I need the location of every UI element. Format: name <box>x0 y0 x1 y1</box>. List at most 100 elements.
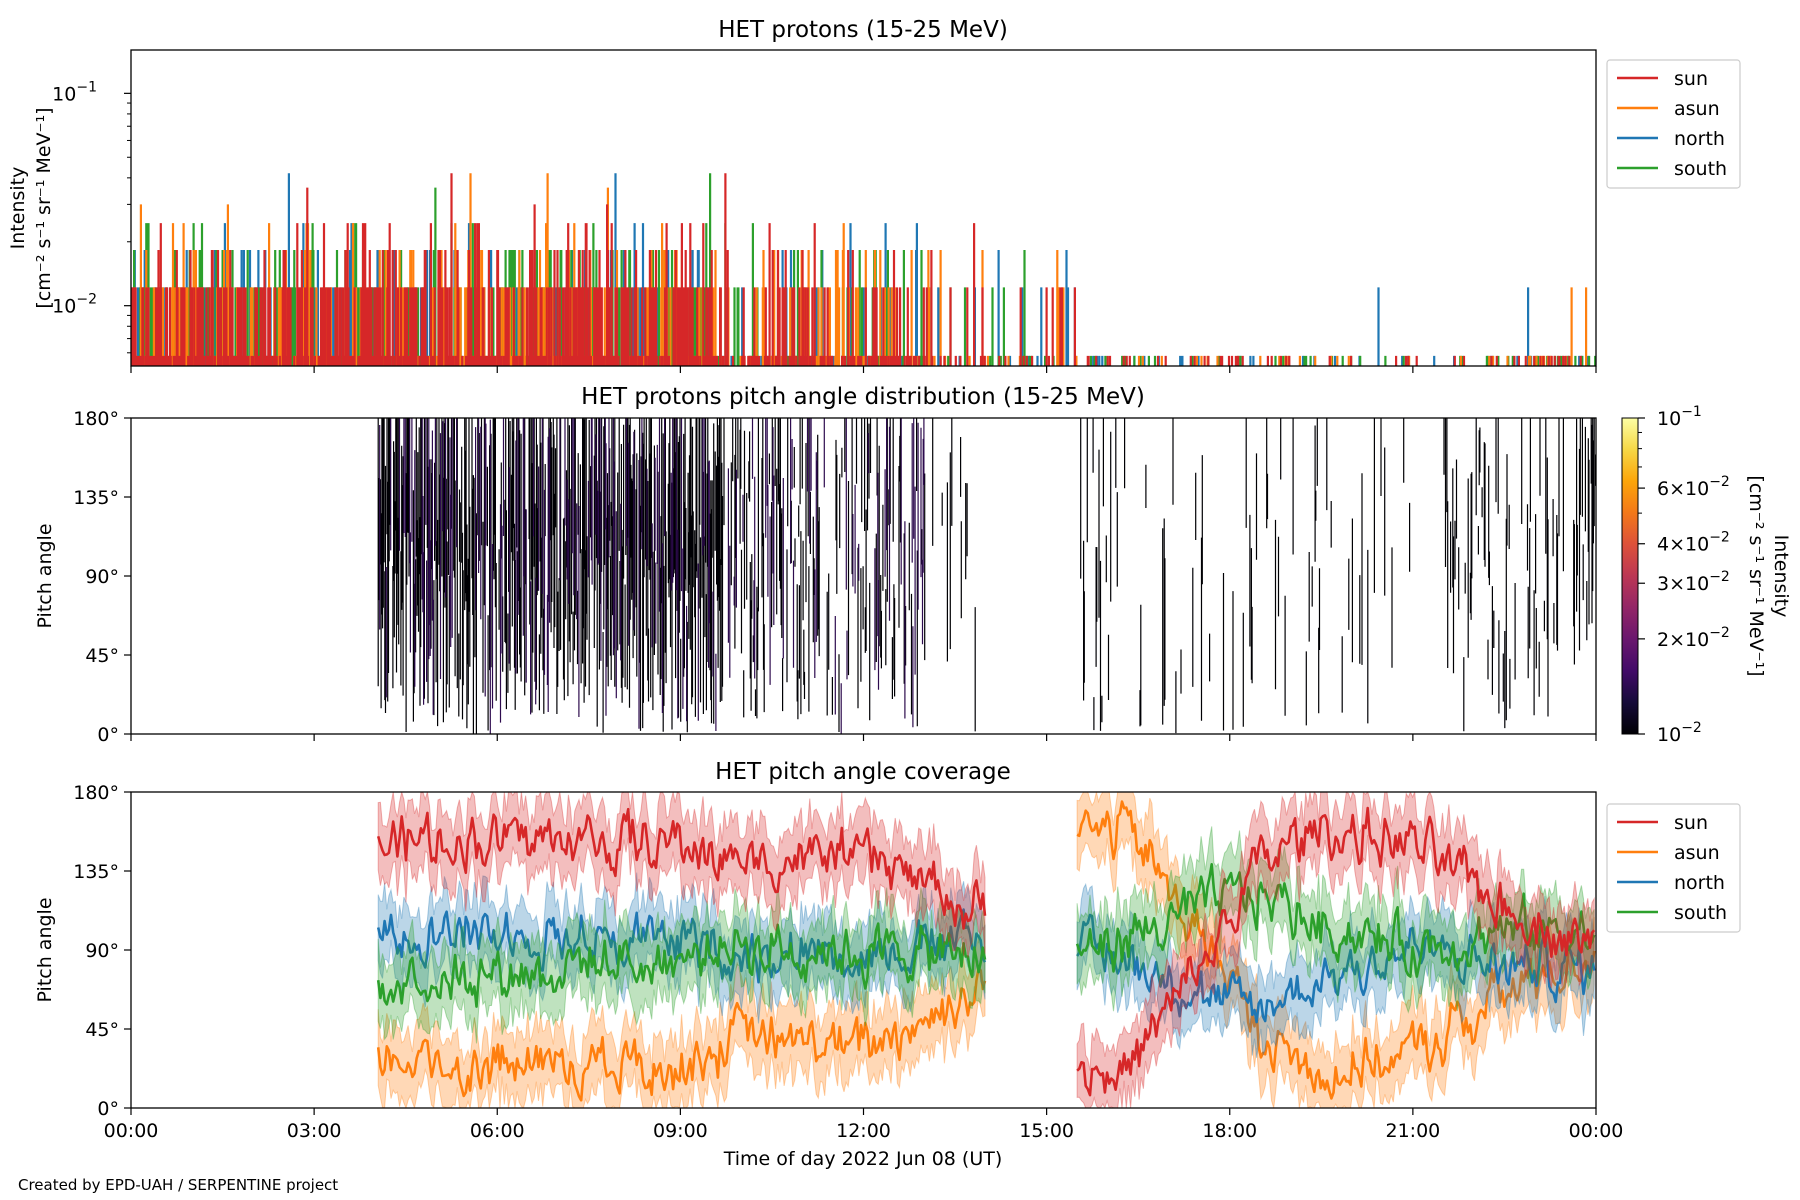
panel1-title: HET protons (15-25 MeV) <box>718 17 1008 43</box>
panel1-ylabel-line1: Intensity <box>7 167 29 250</box>
colorbar-tick-label: 10−1 <box>1657 404 1702 430</box>
coverage-line-north-segment <box>1076 913 1596 1024</box>
colorbar-ticks: 10−16×10−24×10−23×10−22×10−210−2 <box>1638 404 1730 746</box>
panel1-ytick-exponent: −1 <box>76 79 97 95</box>
panel1-x-ticks <box>130 366 1597 373</box>
panel1-ylabel-line2: [cm⁻² s⁻¹ sr⁻¹ MeV⁻¹] <box>33 107 55 308</box>
colorbar-tick-mantissa: 6×10 <box>1657 478 1709 500</box>
colorbar-tick-label: 6×10−2 <box>1657 474 1730 500</box>
colorbar-tick-label: 2×10−2 <box>1657 625 1730 651</box>
credit-text: Created by EPD-UAH / SERPENTINE project <box>18 1176 338 1194</box>
legend-label-south: south <box>1674 902 1727 924</box>
colorbar-tick-mantissa: 4×10 <box>1657 534 1709 556</box>
colorbar-tick-exponent: −1 <box>1681 404 1702 420</box>
coverage-line-sun-segment <box>1076 806 1596 1097</box>
xtick-label: 06:00 <box>470 1120 525 1142</box>
coverage-band-sun <box>377 792 1595 1108</box>
panel2-y-ticks: 0° 45° 90° 135° 180° <box>73 408 131 746</box>
legend-label-asun: asun <box>1674 842 1720 864</box>
colorbar-tick-label: 10−2 <box>1657 720 1702 746</box>
panel2-ylabel: Pitch angle <box>34 523 56 628</box>
coverage-band-sun-segment <box>1076 792 1595 1108</box>
coverage-line-asun-segment <box>376 966 987 1102</box>
coverage-line-asun <box>376 800 1596 1102</box>
coverage-line-south <box>376 863 1596 1008</box>
panel2-ytick-label: 90° <box>85 566 119 588</box>
intensity-series-sun <box>131 173 1582 366</box>
colorbar-tick-exponent: −2 <box>1709 569 1730 585</box>
pad-heatmap-group <box>377 418 1596 734</box>
colorbar-tick-label: 4×10−2 <box>1657 530 1730 556</box>
xtick-label: 00:00 <box>104 1120 159 1142</box>
colorbar-tick-mantissa: 10 <box>1657 408 1681 430</box>
panel3-x-ticks: 00:00 03:00 06:00 09:00 12:00 15:00 18:00 21:00… <box>104 1108 1624 1142</box>
legend1-box <box>1606 59 1741 189</box>
pitch-angle-coverage-panel: HET pitch angle coverage 0° 45° 90° 135° 180… <box>34 759 1741 1170</box>
xtick-label: 03:00 <box>287 1120 342 1142</box>
coverage-line-sun <box>376 806 1596 1097</box>
legend-label-south: south <box>1674 158 1727 180</box>
coverage-band-south-segment <box>377 882 986 1044</box>
coverage-line-south-segment <box>376 922 987 1008</box>
panel2-ytick-label: 0° <box>97 724 119 746</box>
panel1-ytick-mantissa: 10 <box>52 83 76 105</box>
xtick-label: 00:00 <box>1569 1120 1624 1142</box>
colorbar-gradient <box>1621 417 1639 735</box>
legend-label-north: north <box>1674 128 1725 150</box>
colorbar-label-line1: Intensity <box>1770 535 1792 618</box>
panel3-title: HET pitch angle coverage <box>715 759 1011 785</box>
xtick-label: 09:00 <box>653 1120 708 1142</box>
legend-label-sun: sun <box>1674 68 1708 90</box>
colorbar-tick-exponent: −2 <box>1709 530 1730 546</box>
panel1-ytick-exponent: −2 <box>76 292 97 308</box>
panel1-y-ticks: 10−110−2 <box>52 79 131 354</box>
coverage-series-group <box>376 792 1596 1108</box>
pitch-angle-distribution-panel: HET protons pitch angle distribution (15… <box>34 384 1792 746</box>
panel3-ytick-label: 180° <box>73 782 119 804</box>
panel2-x-ticks <box>130 734 1597 741</box>
colorbar-tick-mantissa: 3×10 <box>1657 573 1709 595</box>
panel1-ytick-label: 10−1 <box>52 79 97 105</box>
pad-heatmap-cells-higher <box>379 418 925 734</box>
coverage-band-north-segment <box>1076 882 1595 1058</box>
colorbar: 10−16×10−24×10−23×10−22×10−210−2 Intensi… <box>1621 404 1792 746</box>
xtick-label: 12:00 <box>836 1120 891 1142</box>
panel2-ytick-label: 45° <box>85 645 119 667</box>
intensity-series-group <box>131 173 1596 366</box>
coverage-line-south-segment <box>1075 863 1596 978</box>
legend-label-sun: sun <box>1674 812 1708 834</box>
coverage-line-asun-segment <box>1076 800 1596 1100</box>
colorbar-tick-mantissa: 10 <box>1657 724 1681 746</box>
coverage-band-sun-segment <box>377 792 986 958</box>
panel1-ytick-label: 10−2 <box>52 292 97 318</box>
colorbar-tick-exponent: −2 <box>1681 720 1702 736</box>
panel3-ytick-label: 45° <box>85 1019 119 1041</box>
panel1-legend: sun asun north south <box>1606 59 1741 189</box>
panel1-ytick-mantissa: 10 <box>52 296 76 318</box>
colorbar-tick-exponent: −2 <box>1709 625 1730 641</box>
panel2-ytick-label: 180° <box>73 408 119 430</box>
panel2-ytick-label: 135° <box>73 487 119 509</box>
x-axis-label: Time of day 2022 Jun 08 (UT) <box>723 1148 1003 1170</box>
xtick-label: 21:00 <box>1385 1120 1440 1142</box>
panel2-title: HET protons pitch angle distribution (15… <box>581 384 1145 410</box>
xtick-label: 18:00 <box>1202 1120 1257 1142</box>
legend-label-asun: asun <box>1674 98 1720 120</box>
panel3-ytick-label: 135° <box>73 861 119 883</box>
colorbar-label-line2: [cm⁻² s⁻¹ sr⁻¹ MeV⁻¹] <box>1745 475 1767 676</box>
panel3-ytick-label: 0° <box>97 1098 119 1120</box>
legend3-box <box>1606 803 1741 933</box>
colorbar-tick-exponent: −2 <box>1709 474 1730 490</box>
panel3-legend: sun asun north south <box>1606 803 1741 933</box>
xtick-label: 15:00 <box>1019 1120 1074 1142</box>
panel3-ytick-label: 90° <box>85 940 119 962</box>
colorbar-tick-mantissa: 2×10 <box>1657 629 1709 651</box>
colorbar-tick-label: 3×10−2 <box>1657 569 1730 595</box>
coverage-line-sun-segment <box>376 807 987 930</box>
legend-label-north: north <box>1674 872 1725 894</box>
intensity-panel: HET protons (15-25 MeV) 10−110−2 Intensi… <box>7 17 1741 373</box>
pad-heatmap-cells <box>377 418 1596 734</box>
panel3-y-ticks: 0° 45° 90° 135° 180° <box>73 782 131 1120</box>
panel3-ylabel: Pitch angle <box>34 897 56 1002</box>
